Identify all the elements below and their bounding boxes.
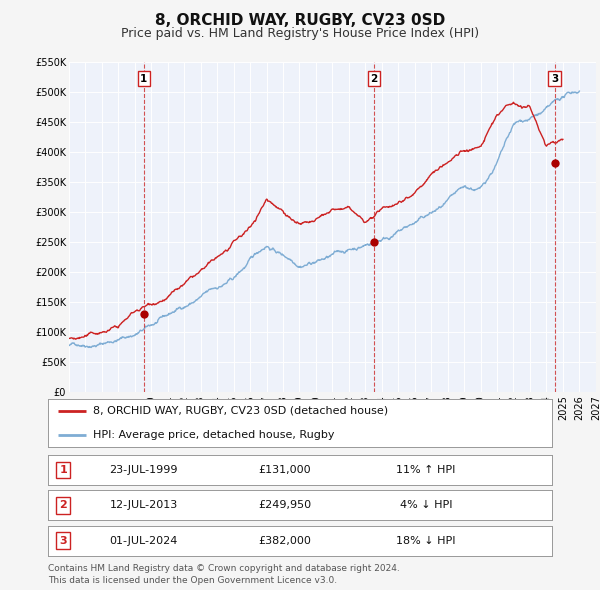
Text: 1: 1 <box>140 74 148 84</box>
Text: 23-JUL-1999: 23-JUL-1999 <box>110 465 178 475</box>
Text: HPI: Average price, detached house, Rugby: HPI: Average price, detached house, Rugb… <box>94 430 335 440</box>
Text: £382,000: £382,000 <box>259 536 311 546</box>
Text: Price paid vs. HM Land Registry's House Price Index (HPI): Price paid vs. HM Land Registry's House … <box>121 27 479 40</box>
Text: 11% ↑ HPI: 11% ↑ HPI <box>397 465 455 475</box>
Text: Contains HM Land Registry data © Crown copyright and database right 2024.
This d: Contains HM Land Registry data © Crown c… <box>48 565 400 585</box>
Text: 4% ↓ HPI: 4% ↓ HPI <box>400 500 452 510</box>
Text: 18% ↓ HPI: 18% ↓ HPI <box>396 536 456 546</box>
Text: 8, ORCHID WAY, RUGBY, CV23 0SD (detached house): 8, ORCHID WAY, RUGBY, CV23 0SD (detached… <box>94 406 388 416</box>
Text: 01-JUL-2024: 01-JUL-2024 <box>110 536 178 546</box>
Text: 2: 2 <box>59 500 67 510</box>
Text: 3: 3 <box>551 74 558 84</box>
Text: 8, ORCHID WAY, RUGBY, CV23 0SD: 8, ORCHID WAY, RUGBY, CV23 0SD <box>155 13 445 28</box>
Text: 1: 1 <box>59 465 67 475</box>
Text: 3: 3 <box>59 536 67 546</box>
Text: £249,950: £249,950 <box>259 500 311 510</box>
Text: 12-JUL-2013: 12-JUL-2013 <box>110 500 178 510</box>
Text: £131,000: £131,000 <box>259 465 311 475</box>
Text: 2: 2 <box>370 74 377 84</box>
